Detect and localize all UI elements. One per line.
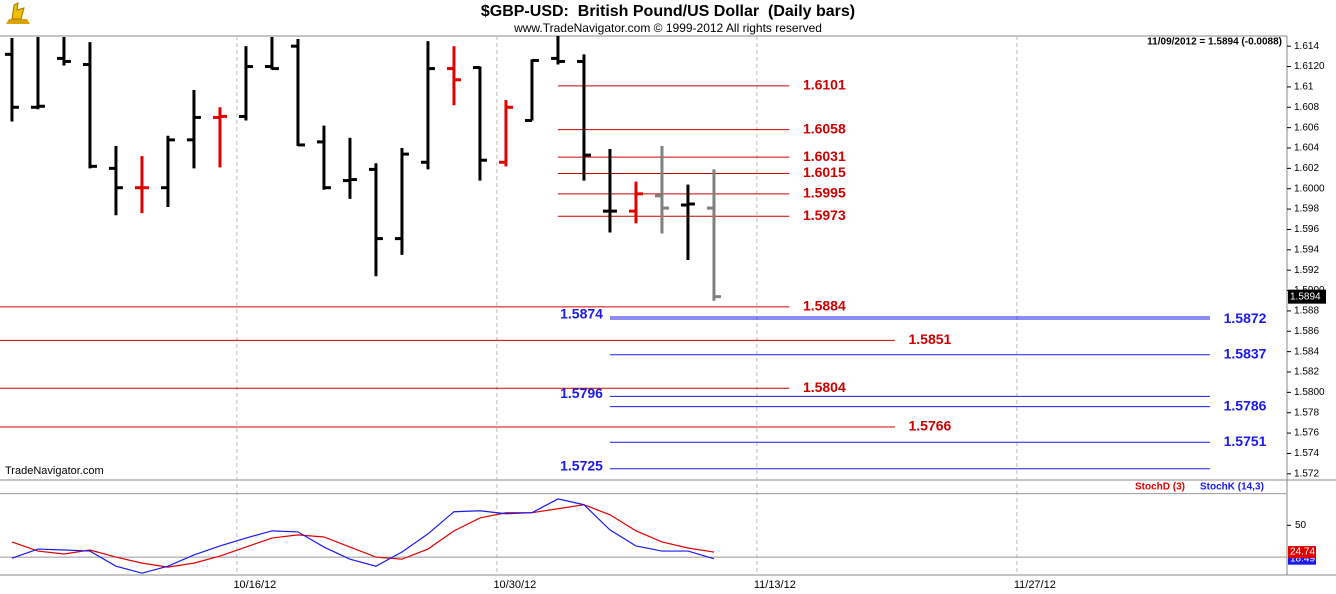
x-tick-label: 11/27/12: [1014, 579, 1056, 591]
y-tick-label: 1.572: [1294, 468, 1319, 479]
y-tick-label: 1.5800: [1294, 387, 1325, 398]
level-label: 1.5973: [803, 207, 846, 223]
price-bar: [420, 41, 435, 170]
y-tick-label: 1.586: [1294, 326, 1319, 337]
stoch-line: [11, 498, 715, 574]
y-tick-label: 1.592: [1294, 265, 1319, 276]
price-bar: [212, 107, 227, 168]
price-bar: [342, 137, 357, 199]
level-label: 1.5751: [1224, 433, 1267, 449]
y-tick-label: 1.584: [1294, 346, 1319, 357]
level-label: 1.5884: [803, 298, 846, 314]
price-bar: [108, 145, 123, 216]
price-bar: [316, 125, 331, 190]
price-bar: [498, 100, 513, 167]
y-tick-label: 1.602: [1294, 163, 1319, 174]
y-tick-label: 1.6120: [1294, 61, 1325, 72]
level-label: 1.5766: [909, 418, 952, 434]
price-bar: [576, 54, 591, 181]
price-bar: [56, 37, 71, 66]
x-tick-label: 10/30/12: [493, 579, 536, 591]
price-bar: [446, 46, 461, 106]
level-label: 1.5995: [803, 185, 846, 201]
x-tick-label: 10/16/12: [233, 579, 276, 591]
price-bar: [472, 66, 487, 181]
level-label: 1.6058: [803, 120, 846, 136]
price-bar: [706, 169, 721, 301]
level-label: 1.5796: [560, 385, 603, 401]
last-value-label: 18.49: [1290, 553, 1315, 564]
price-bar: [394, 148, 409, 255]
watermark: TradeNavigator.com: [5, 465, 104, 477]
price-bar: [368, 163, 383, 277]
price-bar: [654, 145, 669, 234]
y-tick-label: 1.578: [1294, 407, 1319, 418]
legend-entry: StochK (14,3): [1200, 482, 1264, 493]
y-tick-label: 1.6000: [1294, 183, 1325, 194]
x-tick-label: 11/13/12: [754, 579, 796, 591]
y-tick-label: 1.596: [1294, 224, 1319, 235]
y-tick-label: 1.582: [1294, 367, 1319, 378]
last-value-label: 24.74: [1290, 547, 1315, 558]
level-label: 1.6031: [803, 148, 846, 164]
last-price-box: [1288, 289, 1326, 304]
price-bar: [602, 149, 617, 233]
price-bar: [238, 46, 253, 121]
level-label: 1.5874: [560, 306, 603, 322]
chart-title: $GBP-USD: British Pound/US Dollar (Daily…: [481, 3, 855, 20]
stoch-line: [11, 504, 715, 568]
price-bar: [550, 36, 565, 65]
price-bar: [264, 37, 279, 71]
y-tick-label: 1.594: [1294, 244, 1319, 255]
y-tick-label: 1.604: [1294, 143, 1319, 154]
last-value-box: [1288, 546, 1316, 559]
price-bar: [82, 42, 97, 169]
y-tick-label: 1.614: [1294, 41, 1319, 52]
price-bar: [628, 181, 643, 224]
price-bar: [30, 37, 45, 110]
y-tick-label: 1.588: [1294, 306, 1319, 317]
level-label: 1.6015: [803, 164, 846, 180]
level-label: 1.5804: [803, 379, 846, 395]
price-bar: [134, 156, 149, 214]
price-bar: [4, 38, 19, 122]
y-tick-label: 1.574: [1294, 448, 1319, 459]
last-info: 11/09/2012 = 1.5894 (-0.0088): [1147, 37, 1282, 48]
level-label: 1.6101: [803, 77, 846, 93]
subtitle: www.TradeNavigator.com © 1999-2012 All r…: [513, 21, 822, 35]
y-tick-label: 1.61: [1294, 82, 1314, 93]
y-tick-label: 1.576: [1294, 428, 1319, 439]
level-label: 1.5725: [560, 457, 603, 473]
y-tick-label: 1.598: [1294, 204, 1319, 215]
level-label: 1.5851: [909, 331, 952, 347]
y-tick-label: 1.608: [1294, 102, 1319, 113]
level-label: 1.5786: [1224, 397, 1267, 413]
price-bar: [290, 39, 305, 147]
last-price-label: 1.5894: [1290, 291, 1321, 302]
price-bar: [160, 135, 175, 208]
price-bar: [680, 184, 695, 260]
y-tick-label: 1.606: [1294, 122, 1319, 133]
level-label: 1.5872: [1224, 310, 1267, 326]
price-bar: [186, 89, 201, 169]
y-tick-label: 50: [1295, 520, 1307, 531]
legend-entry: StochD (3): [1135, 482, 1185, 493]
price-bar: [524, 58, 539, 123]
level-label: 1.5837: [1224, 345, 1267, 361]
logo: [6, 2, 30, 24]
